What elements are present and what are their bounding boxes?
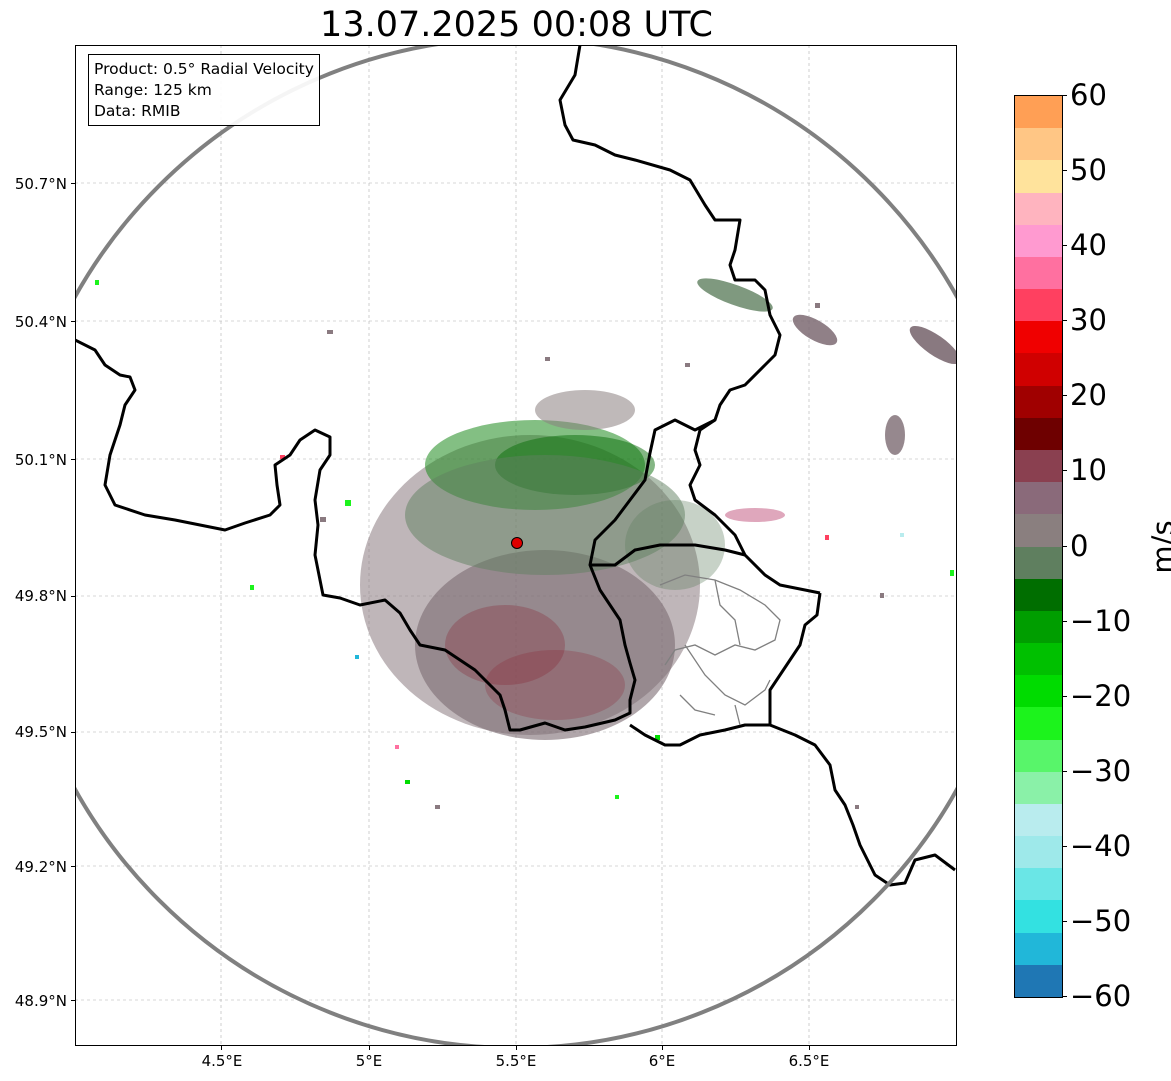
colorbar-tickmark — [1062, 545, 1067, 547]
colorbar-segment — [1015, 288, 1062, 322]
lat-tick-49-2: 49.2°N — [14, 858, 67, 876]
lon-tickmark — [809, 1046, 810, 1050]
colorbar-tick-label: −50 — [1070, 903, 1132, 938]
colorbar-segment — [1015, 674, 1062, 708]
data-source-label: Data: RMIB — [94, 102, 181, 120]
lat-tick-49-8: 49.8°N — [14, 587, 67, 605]
colorbar-tickmark — [1062, 695, 1067, 697]
colorbar-tick-label: 40 — [1070, 228, 1107, 263]
lat-tick-49-5: 49.5°N — [14, 723, 67, 741]
chart-title: 13.07.2025 00:08 UTC — [320, 5, 713, 45]
colorbar-tickmark — [1062, 170, 1067, 172]
colorbar-segment — [1015, 320, 1062, 354]
colorbar-segment — [1015, 449, 1062, 483]
lon-tickmark — [369, 1046, 370, 1050]
colorbar-segment — [1015, 610, 1062, 644]
lon-tick-5-5: 5.5°E — [495, 1052, 537, 1070]
lat-tick-50-4: 50.4°N — [14, 313, 67, 331]
colorbar-tick-label: 10 — [1070, 453, 1107, 488]
lat-tickmark — [71, 1000, 75, 1001]
colorbar-segment — [1015, 159, 1062, 193]
colorbar-segment — [1015, 352, 1062, 386]
colorbar-tickmark — [1062, 320, 1067, 322]
lat-tickmark — [71, 866, 75, 867]
colorbar-segment — [1015, 867, 1062, 901]
colorbar-segment — [1015, 417, 1062, 450]
lon-tick-4-5: 4.5°E — [201, 1052, 243, 1070]
colorbar-tickmark — [1062, 620, 1067, 622]
lat-tickmark — [71, 596, 75, 597]
radar-site-marker — [511, 537, 523, 549]
country-borders — [75, 45, 956, 887]
colorbar-segment — [1015, 899, 1062, 933]
colorbar-segment — [1015, 771, 1062, 804]
colorbar-segment — [1015, 835, 1062, 869]
colorbar-tickmark — [1062, 845, 1067, 847]
colorbar-tickmark — [1062, 770, 1067, 772]
colorbar-segment — [1015, 385, 1062, 418]
colorbar-tickmark — [1062, 95, 1067, 96]
colorbar-tick-label: −40 — [1070, 828, 1132, 863]
colorbar-segment — [1015, 513, 1062, 547]
colorbar-tick-label: 60 — [1070, 78, 1107, 112]
colorbar-tick-label: 50 — [1070, 153, 1107, 188]
lat-tick-50-1: 50.1°N — [14, 451, 67, 469]
colorbar-tick-label: 0 — [1070, 528, 1089, 563]
product-info-box: Product: 0.5° Radial Velocity Range: 125… — [88, 54, 320, 126]
colorbar-segment — [1015, 191, 1062, 225]
lat-tickmark — [71, 183, 75, 184]
lon-tickmark — [221, 1046, 222, 1050]
colorbar-segment — [1015, 481, 1062, 515]
colorbar-segment — [1015, 578, 1062, 611]
colorbar-tick-label: −30 — [1070, 753, 1132, 788]
colorbar-segment — [1015, 964, 1062, 997]
colorbar-segment — [1015, 256, 1062, 290]
lat-tick-50-7: 50.7°N — [14, 175, 67, 193]
colorbar-tick-label: −60 — [1070, 979, 1132, 1013]
lat-tickmark — [71, 459, 75, 460]
colorbar-segment — [1015, 545, 1062, 579]
lat-tickmark — [71, 732, 75, 733]
colorbar — [1014, 95, 1063, 998]
lat-tick-48-9: 48.9°N — [14, 992, 67, 1010]
colorbar-segment — [1015, 706, 1062, 740]
colorbar-tickmark — [1062, 920, 1067, 922]
lon-tick-5: 5°E — [355, 1052, 383, 1070]
velocity-echoes — [95, 278, 957, 809]
colorbar-segment — [1015, 803, 1062, 837]
lat-tickmark — [71, 321, 75, 322]
lon-tick-6: 6°E — [648, 1052, 676, 1070]
colorbar-tick-label: −20 — [1070, 678, 1132, 713]
colorbar-segment — [1015, 127, 1062, 161]
colorbar-segment — [1015, 738, 1062, 772]
range-label: Range: 125 km — [94, 81, 212, 99]
subregion-borders — [659, 574, 781, 726]
colorbar-tickmark — [1062, 470, 1067, 472]
colorbar-tickmark — [1062, 245, 1067, 247]
colorbar-unit: m/s — [1146, 520, 1171, 574]
product-label: Product: 0.5° Radial Velocity — [94, 60, 314, 78]
colorbar-tick-label: 30 — [1070, 303, 1107, 338]
map-canvas — [75, 45, 957, 1046]
radar-map — [75, 45, 957, 1046]
colorbar-tick-label: −10 — [1070, 603, 1132, 638]
lon-tickmark — [662, 1046, 663, 1050]
lon-tickmark — [516, 1046, 517, 1050]
colorbar-tickmark — [1062, 996, 1067, 997]
lon-tick-6-5: 6.5°E — [788, 1052, 830, 1070]
colorbar-segment — [1015, 932, 1062, 965]
colorbar-tick-label: 20 — [1070, 378, 1107, 413]
colorbar-tickmark — [1062, 395, 1067, 397]
colorbar-segment — [1015, 642, 1062, 676]
colorbar-segment — [1015, 96, 1062, 129]
colorbar-segment — [1015, 224, 1062, 257]
